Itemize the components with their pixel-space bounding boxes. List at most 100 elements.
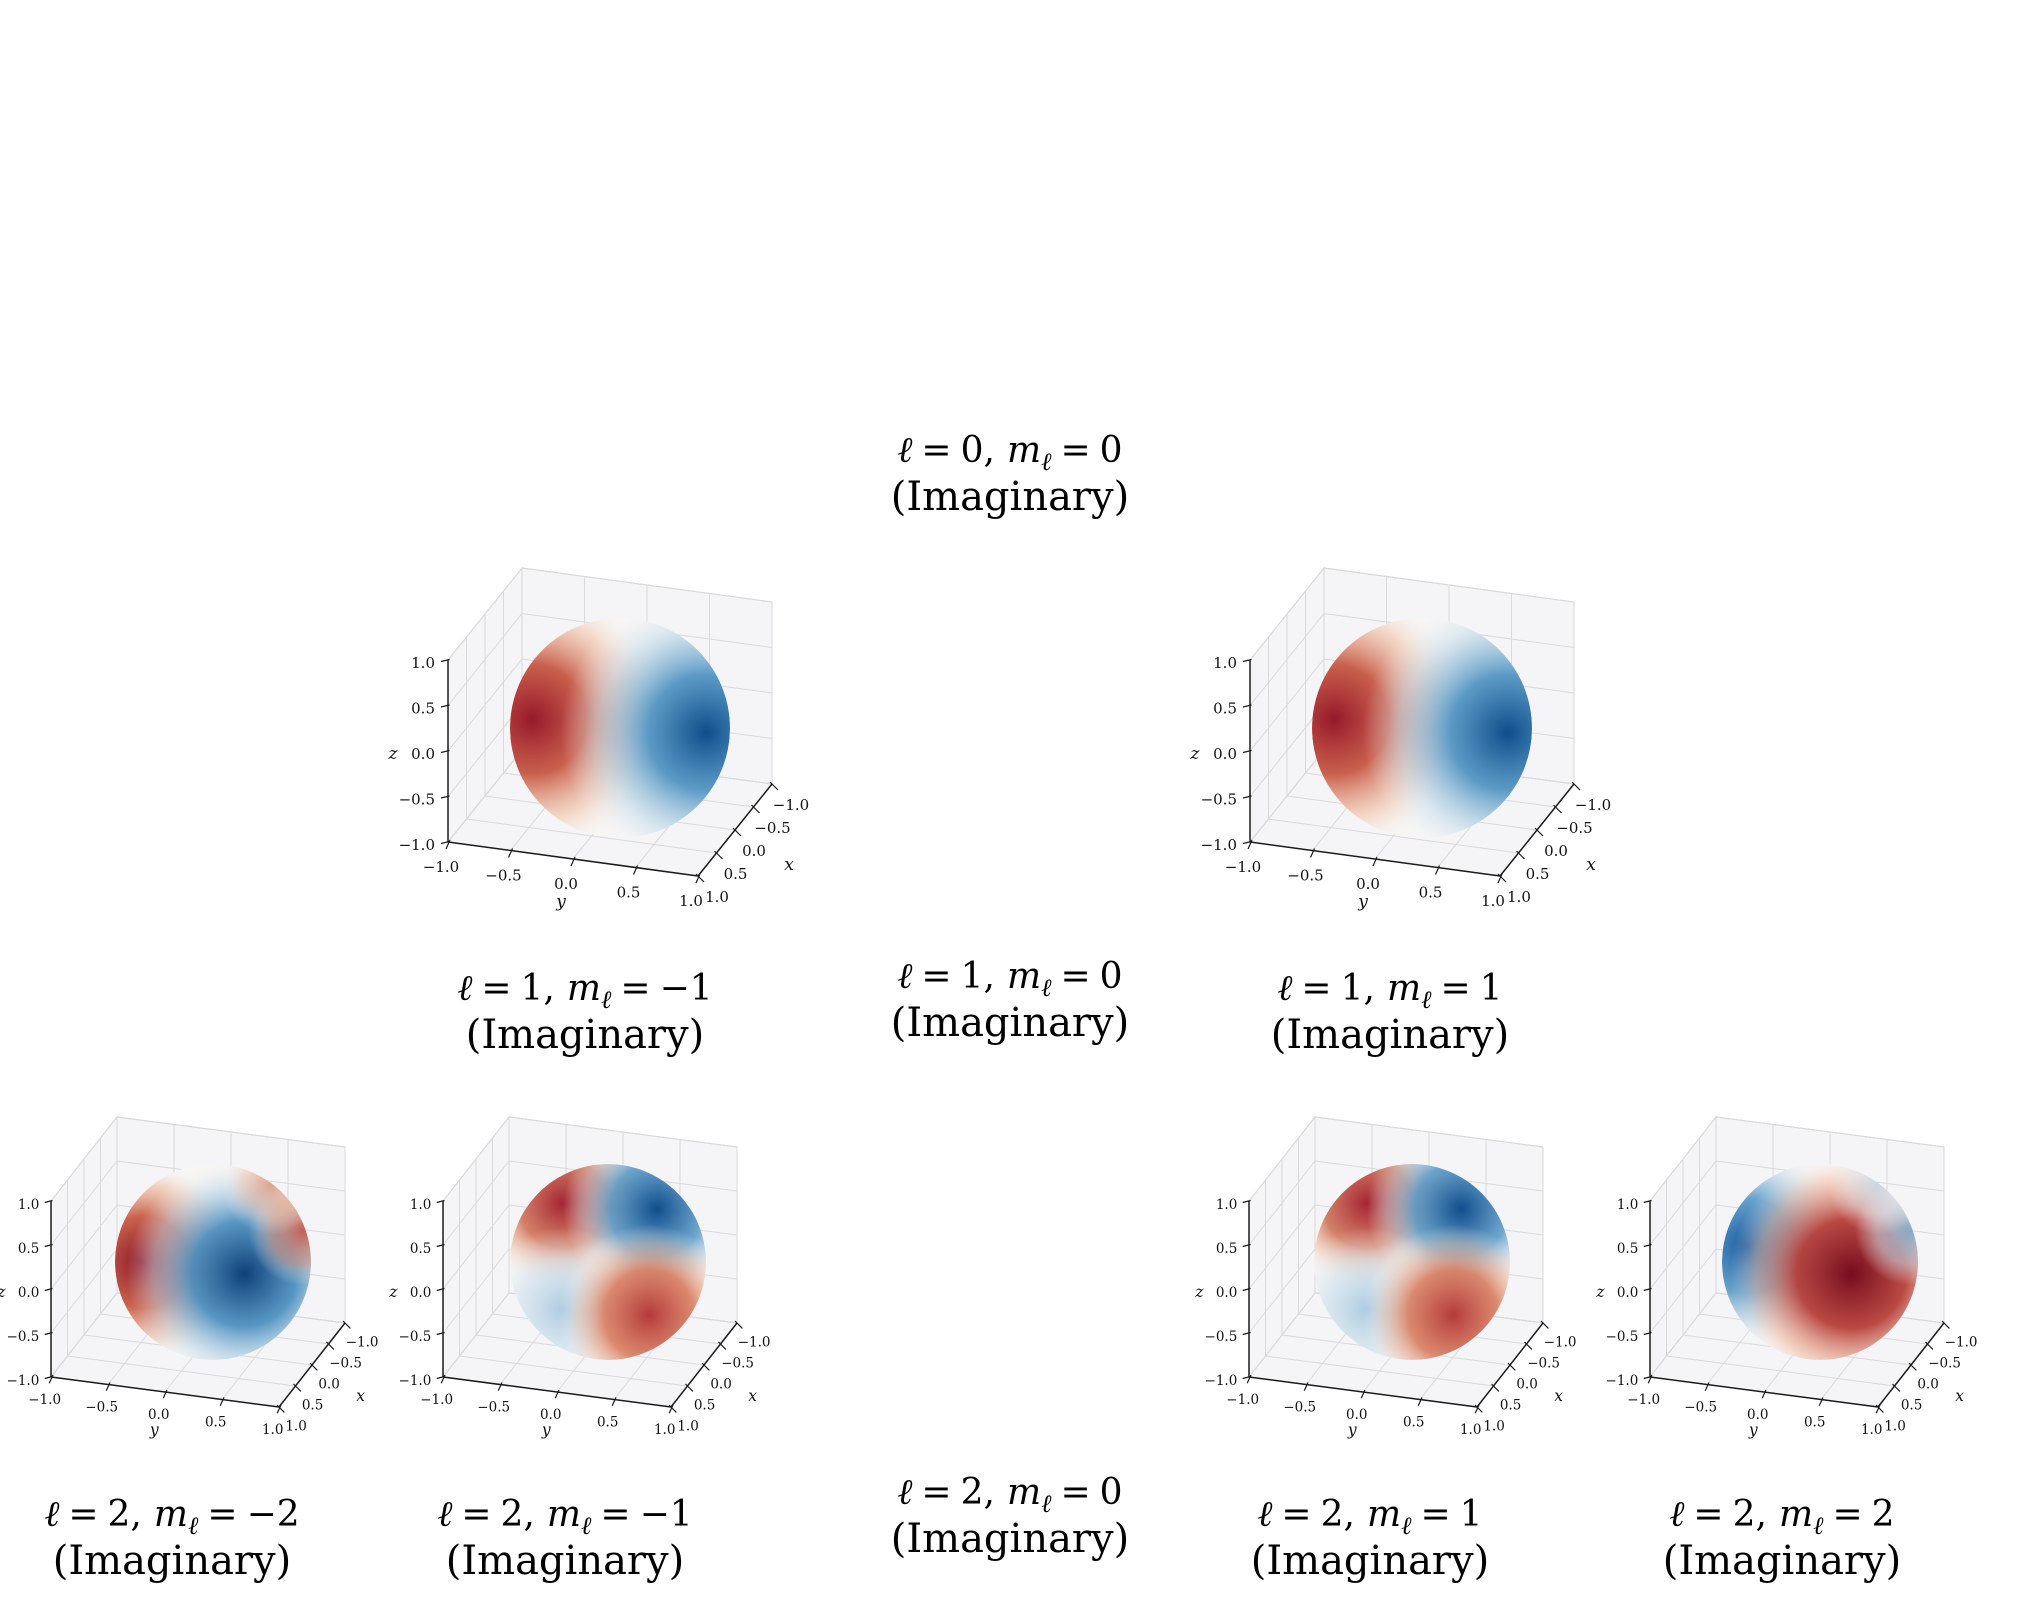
y-tick-mark	[668, 1404, 674, 1414]
grid-line	[447, 613, 523, 706]
x-tick-mark	[1571, 781, 1581, 791]
y-tick-mark	[570, 856, 576, 867]
subplot-title-component: (Imaginary)	[1250, 1538, 1490, 1584]
z-tick-label: 0.0	[411, 745, 435, 763]
y-tick-mark	[219, 1397, 225, 1407]
subplot-title-math-line: ℓ = 1, mℓ = 1	[1271, 966, 1510, 1012]
x-tick-label: 0.5	[724, 865, 748, 883]
y-tick-label: −1.0	[1225, 858, 1261, 876]
grid-line	[1248, 1116, 1316, 1202]
y-tick-label: 1.0	[1460, 1422, 1481, 1438]
subplot-title-math-line: ℓ = 2, mℓ = 1	[1251, 1492, 1490, 1538]
tick-labels: 1.0 −1.0 −1.0 0.5 −0.5 −0.5 0.0 0.0 0.0 −0.5 0.5 0.…	[1190, 654, 1612, 912]
y-tick-mark	[632, 865, 639, 875]
z-tick-mark	[44, 1287, 53, 1292]
title-fragment: ℓ	[897, 956, 913, 997]
grid-line	[1268, 818, 1519, 854]
title-fragment: ,	[523, 1494, 535, 1535]
x-tick-mark	[1507, 1362, 1516, 1371]
subplot-l2m-1: 1.0 −1.0 −1.0 0.5 −0.5 −0.5 0.0 0.0 0.0 −0.5 0.5 0.…	[388, 1115, 770, 1439]
subplot-title-l2m0: ℓ = 2, mℓ = 0 (Imaginary)	[891, 1470, 1130, 1563]
subplot-title-math-line: ℓ = 0, mℓ = 0	[891, 428, 1130, 474]
title-fragment: ℓ	[1277, 968, 1293, 1009]
y-tick-mark	[1704, 1382, 1710, 1392]
z-axis-label: z	[1595, 1283, 1605, 1301]
title-fragment: ℓ	[1401, 1511, 1412, 1541]
title-fragment: =	[921, 430, 952, 471]
title-fragment: 2	[960, 1472, 984, 1513]
x-tick-mark	[732, 827, 742, 837]
subplot-title-l0m0: ℓ = 0, mℓ = 0 (Imaginary)	[891, 428, 1130, 521]
y-tick-label: −1.0	[423, 858, 459, 876]
x-tick-mark	[1491, 1383, 1500, 1392]
z-tick-label: 0.5	[1617, 1241, 1638, 1257]
z-tick-mark	[436, 1331, 445, 1336]
title-fragment: ℓ	[1041, 973, 1052, 1003]
grid-line	[50, 1116, 118, 1202]
z-tick-mark	[44, 1199, 53, 1204]
grid-line	[67, 1355, 296, 1387]
y-axis-label: y	[1357, 892, 1368, 912]
title-fragment: 0	[1099, 1472, 1123, 1513]
y-tick-label: −1.0	[420, 1392, 453, 1408]
grid-line	[1649, 1160, 1717, 1246]
y-axis-spine	[1249, 841, 1501, 877]
y-tick-label: −0.5	[85, 1400, 118, 1416]
x-tick-mark	[276, 1404, 285, 1413]
y-tick-label: −0.5	[1287, 867, 1323, 885]
tick-labels: 1.0 −1.0 −1.0 0.5 −0.5 −0.5 0.0 0.0 0.0 −0.5 0.5 0.…	[388, 1197, 770, 1439]
title-fragment: =	[620, 968, 651, 1009]
title-fragment: −1	[659, 968, 713, 1009]
subplot-title-component: (Imaginary)	[890, 1000, 1130, 1046]
z-tick-label: 1.0	[1213, 654, 1237, 672]
y-tick-mark	[497, 1382, 503, 1392]
subplot-title-math-line: ℓ = 2, mℓ = −1	[437, 1492, 692, 1538]
z-tick-label: −1.0	[7, 1373, 40, 1389]
title-fragment: ℓ	[581, 1511, 592, 1541]
x-tick-label: 0.0	[710, 1376, 731, 1392]
z-tick-mark	[1242, 704, 1252, 708]
title-fragment: m	[1366, 1494, 1402, 1535]
title-fragment: −1	[639, 1494, 693, 1535]
x-tick-mark	[1553, 804, 1562, 814]
z-tick-label: −1.0	[399, 836, 435, 854]
title-fragment: 2	[1871, 1494, 1895, 1535]
y-tick-mark	[507, 848, 514, 858]
z-tick-label: 1.0	[411, 654, 435, 672]
z-tick-mark	[44, 1375, 53, 1380]
subplot-l2m1: 1.0 −1.0 −1.0 0.5 −0.5 −0.5 0.0 0.0 0.0 −0.5 0.5 0.…	[1194, 1115, 1576, 1439]
z-tick-label: −0.5	[7, 1329, 40, 1345]
z-tick-label: −1.0	[1205, 1373, 1238, 1389]
y-tick-label: 1.0	[1481, 892, 1505, 910]
z-tick-label: −0.5	[1201, 791, 1237, 809]
subplot-title-component: (Imaginary)	[1270, 1012, 1510, 1058]
y-tick-mark	[1497, 873, 1503, 884]
z-tick-label: 0.5	[1213, 700, 1237, 718]
y-axis-label: y	[1347, 1421, 1357, 1439]
x-tick-label: −0.5	[1928, 1355, 1961, 1371]
y-tick-mark	[1434, 865, 1441, 875]
z-tick-mark	[440, 658, 450, 663]
x-tick-label: 0.0	[318, 1376, 339, 1392]
title-fragment: ℓ	[437, 1494, 453, 1535]
sphere-surface	[115, 1164, 311, 1360]
y-axis-label: y	[149, 1421, 159, 1439]
y-tick-mark	[1818, 1397, 1824, 1407]
title-fragment: m	[1006, 1472, 1042, 1513]
subplot-title-l2m-2: ℓ = 2, mℓ = −2 (Imaginary)	[44, 1492, 299, 1585]
x-axis-label: x	[1955, 1387, 1964, 1405]
title-fragment: =	[207, 1494, 238, 1535]
y-tick-mark	[1474, 1404, 1480, 1414]
x-tick-label: 1.0	[1507, 888, 1531, 906]
y-axis-spine	[447, 841, 699, 877]
title-fragment: m	[1778, 1494, 1814, 1535]
subplot-title-l2m1: ℓ = 2, mℓ = 1 (Imaginary)	[1251, 1492, 1490, 1585]
title-fragment: 1	[1479, 968, 1503, 1009]
z-tick-label: 0.0	[18, 1285, 39, 1301]
z-tick-mark	[436, 1375, 445, 1380]
z-tick-mark	[1643, 1331, 1652, 1336]
x-tick-mark	[695, 873, 705, 883]
x-axis-label: x	[1554, 1387, 1563, 1405]
x-tick-label: 0.5	[694, 1397, 715, 1413]
